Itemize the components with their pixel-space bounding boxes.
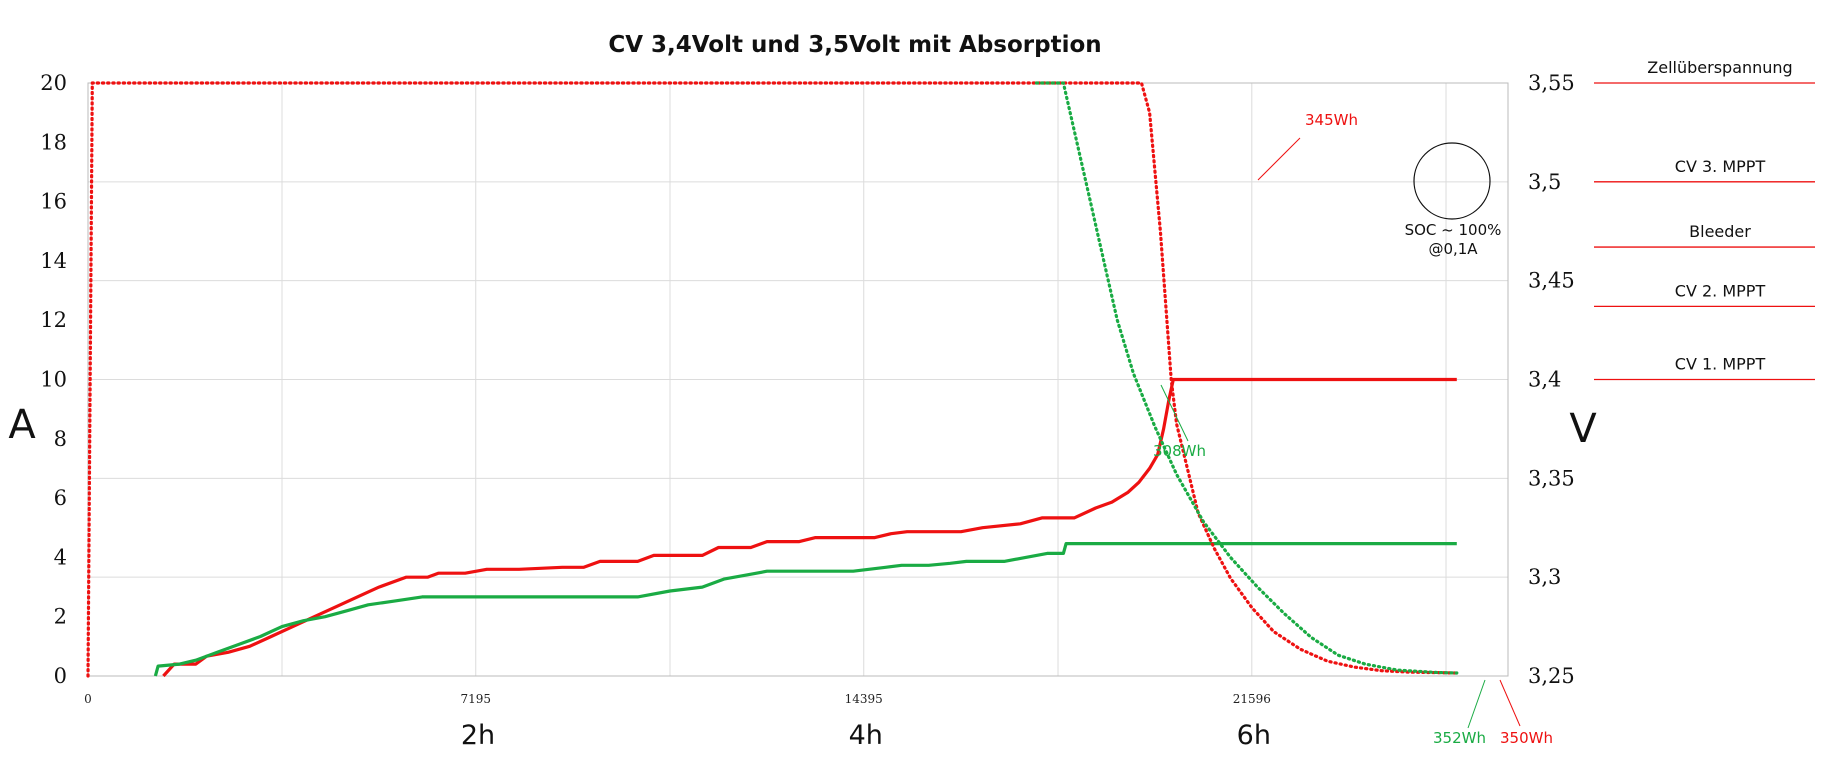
y-left-axis-label: A (8, 402, 36, 448)
y-left-tick-label: 18 (40, 130, 67, 154)
series-group (86, 81, 1459, 678)
chart-title: CV 3,4Volt und 3,5Volt mit Absorption (608, 32, 1101, 58)
y-left-tick-label: 2 (54, 605, 67, 629)
y-left-tick-label: 8 (54, 427, 67, 451)
soc-circle-marker (1413, 142, 1491, 220)
y-right-tick-label: 3,55 (1528, 71, 1575, 95)
y-right-tick-label: 3,4 (1528, 368, 1561, 392)
annotation-308wh: 308Wh (1153, 442, 1206, 460)
y-left-tick-label: 14 (40, 249, 67, 273)
y-left-tick-label: 0 (54, 664, 67, 688)
x-tick-label: 7195 (460, 692, 491, 706)
annotation-350wh-pointer (1499, 679, 1521, 727)
y-left-tick-label: 4 (54, 545, 67, 569)
y-right-tick-label: 3,45 (1528, 269, 1575, 293)
side-labels: Zellüberspannung CV 3. MPPT Bleeder CV 2. M… (1594, 58, 1815, 381)
y-right-tick-label: 3,3 (1528, 565, 1561, 589)
annotation-352wh: 352Wh (1433, 729, 1486, 747)
current-series-green (1034, 81, 1459, 675)
y-right-tick-label: 3,35 (1528, 466, 1575, 490)
annotation-350wh: 350Wh (1500, 729, 1553, 747)
y-right-tick-label: 3,25 (1528, 664, 1575, 688)
side-label-text: Bleeder (1689, 222, 1751, 241)
annotation-soc-line1: SOC ~ 100% (1405, 221, 1502, 239)
annotation-352wh-pointer (1467, 679, 1486, 729)
x-hour-label: 6h (1237, 720, 1271, 751)
x-hour-label: 4h (849, 720, 883, 751)
y-right-axis-label: V (1569, 406, 1597, 452)
voltage-series-green (153, 542, 1457, 677)
y-left-tick-label: 12 (40, 308, 67, 332)
x-tick-label: 0 (84, 692, 92, 706)
side-label-text: CV 1. MPPT (1675, 355, 1766, 374)
axis-ticks: 0 2 4 6 8 10 12 14 16 18 20 3,25 3,3 3,35 3,4 3,45 3,5 3,… (40, 71, 1575, 751)
annotation-soc-line2: @0,1A (1428, 240, 1478, 258)
x-tick-label: 21596 (1233, 692, 1271, 706)
side-label-text: CV 3. MPPT (1675, 157, 1766, 176)
x-tick-label: 14395 (845, 692, 883, 706)
annotation-308wh-pointer (1160, 384, 1189, 442)
annotation-345wh: 345Wh (1305, 111, 1358, 129)
y-right-tick-label: 3,5 (1528, 170, 1561, 194)
side-label-text: CV 2. MPPT (1675, 281, 1766, 300)
y-left-tick-label: 6 (54, 486, 67, 510)
side-label-text: Zellüberspannung (1647, 58, 1792, 77)
y-left-tick-label: 16 (40, 190, 67, 214)
x-hour-label: 2h (461, 720, 495, 751)
y-left-tick-label: 10 (40, 368, 67, 392)
y-left-tick-label: 20 (40, 71, 67, 95)
annotation-345wh-pointer (1257, 137, 1301, 181)
